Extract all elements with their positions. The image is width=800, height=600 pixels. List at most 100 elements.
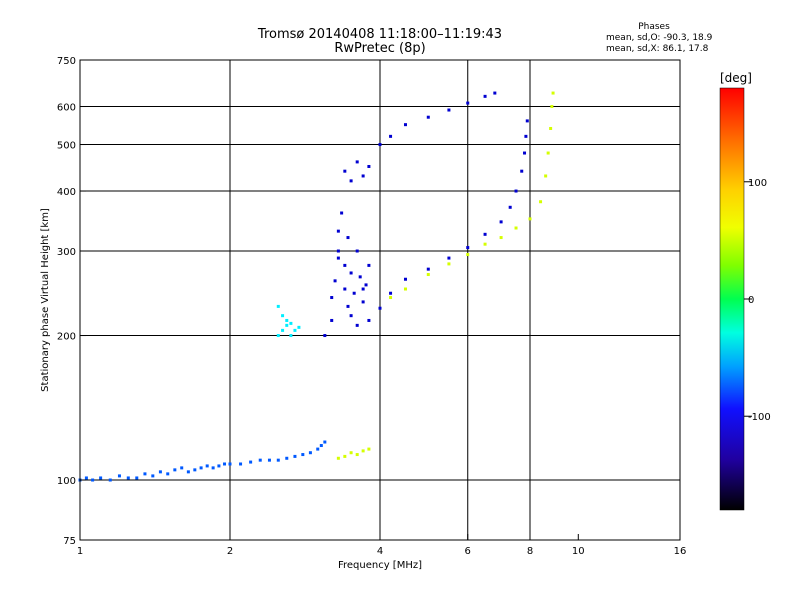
data-point [336,249,340,253]
data-point [276,304,280,308]
data-point [358,275,362,279]
data-point [346,236,350,240]
y-axis-ticks: 75 100 200 300 400 500 600 750 [57,56,86,547]
data-points [78,91,555,482]
x-tick-label: 8 [527,546,533,557]
data-point [91,478,95,482]
data-point [367,263,371,267]
data-point [289,334,293,338]
data-point [249,460,253,464]
y-tick-label: 75 [63,536,76,547]
data-point [323,334,327,338]
data-point [316,447,320,451]
data-point [293,454,297,458]
data-point [483,94,487,98]
data-point [276,458,280,462]
x-tick-label: 1 [77,546,83,557]
data-point [173,468,177,472]
data-point [523,151,527,155]
data-point [520,169,524,173]
data-point [343,287,347,291]
data-point [99,476,103,480]
data-point [108,478,112,482]
data-point [361,449,365,453]
data-point [340,211,344,215]
data-point [343,169,347,173]
x-tick-label: 2 [227,546,233,557]
data-point [426,273,430,277]
data-point [343,454,347,458]
data-point [483,232,487,236]
data-point [355,323,359,327]
data-point [426,115,430,119]
data-point [126,476,130,480]
data-point [367,318,371,322]
data-point [228,462,232,466]
data-point [267,458,271,462]
data-point [301,453,305,457]
y-tick-label: 600 [57,103,76,114]
data-point [355,160,359,164]
data-point [483,242,487,246]
data-point [319,444,323,448]
data-point [389,296,393,300]
grid-lines [80,60,680,540]
data-point [378,143,382,147]
data-point [426,267,430,271]
data-point [466,101,470,105]
data-point [447,256,451,260]
data-point [349,271,353,275]
y-tick-label: 400 [57,187,76,198]
phases-title: Phases [638,22,670,32]
data-point [349,179,353,183]
data-point [135,476,139,480]
data-point [330,296,334,300]
data-point [336,229,340,233]
data-point [525,119,529,123]
data-point [528,217,532,221]
data-point [493,91,497,95]
data-point [378,306,382,310]
data-point [508,205,512,209]
data-point [367,447,371,451]
data-point [466,253,470,257]
data-point [514,226,518,230]
data-point [84,476,88,480]
data-point [285,323,289,327]
data-point [389,134,393,138]
data-point [151,474,155,478]
data-point [293,328,297,332]
colorbar-tick-label: 0 [748,295,754,306]
x-tick-label: 4 [377,546,383,557]
data-point [333,279,337,283]
data-point [514,189,518,193]
data-point [499,220,503,224]
data-point [355,249,359,253]
data-point [389,291,393,295]
data-point [205,464,209,468]
data-point [361,300,365,304]
data-point [549,126,553,130]
x-axis-ticks: 1 2 4 6 8 10 16 [77,534,686,557]
data-point [550,105,554,109]
colorbar-tick-label: -100 [748,412,771,423]
data-point [447,262,451,266]
data-point [539,200,543,204]
data-point [403,287,407,291]
data-point [281,328,285,332]
data-point [330,318,334,322]
colorbar-tick-label: 100 [748,178,767,189]
colorbar-ticks: 100 0 -100 [744,178,771,423]
data-point [258,458,262,462]
y-tick-label: 100 [57,476,76,487]
data-point [544,174,548,178]
data-point [349,314,353,318]
data-point [281,314,285,318]
data-point [355,453,359,457]
data-point [346,304,350,308]
y-tick-label: 300 [57,247,76,258]
data-point [285,456,289,460]
y-axis-label: Stationary phase Virtual Height [km] [40,208,51,392]
